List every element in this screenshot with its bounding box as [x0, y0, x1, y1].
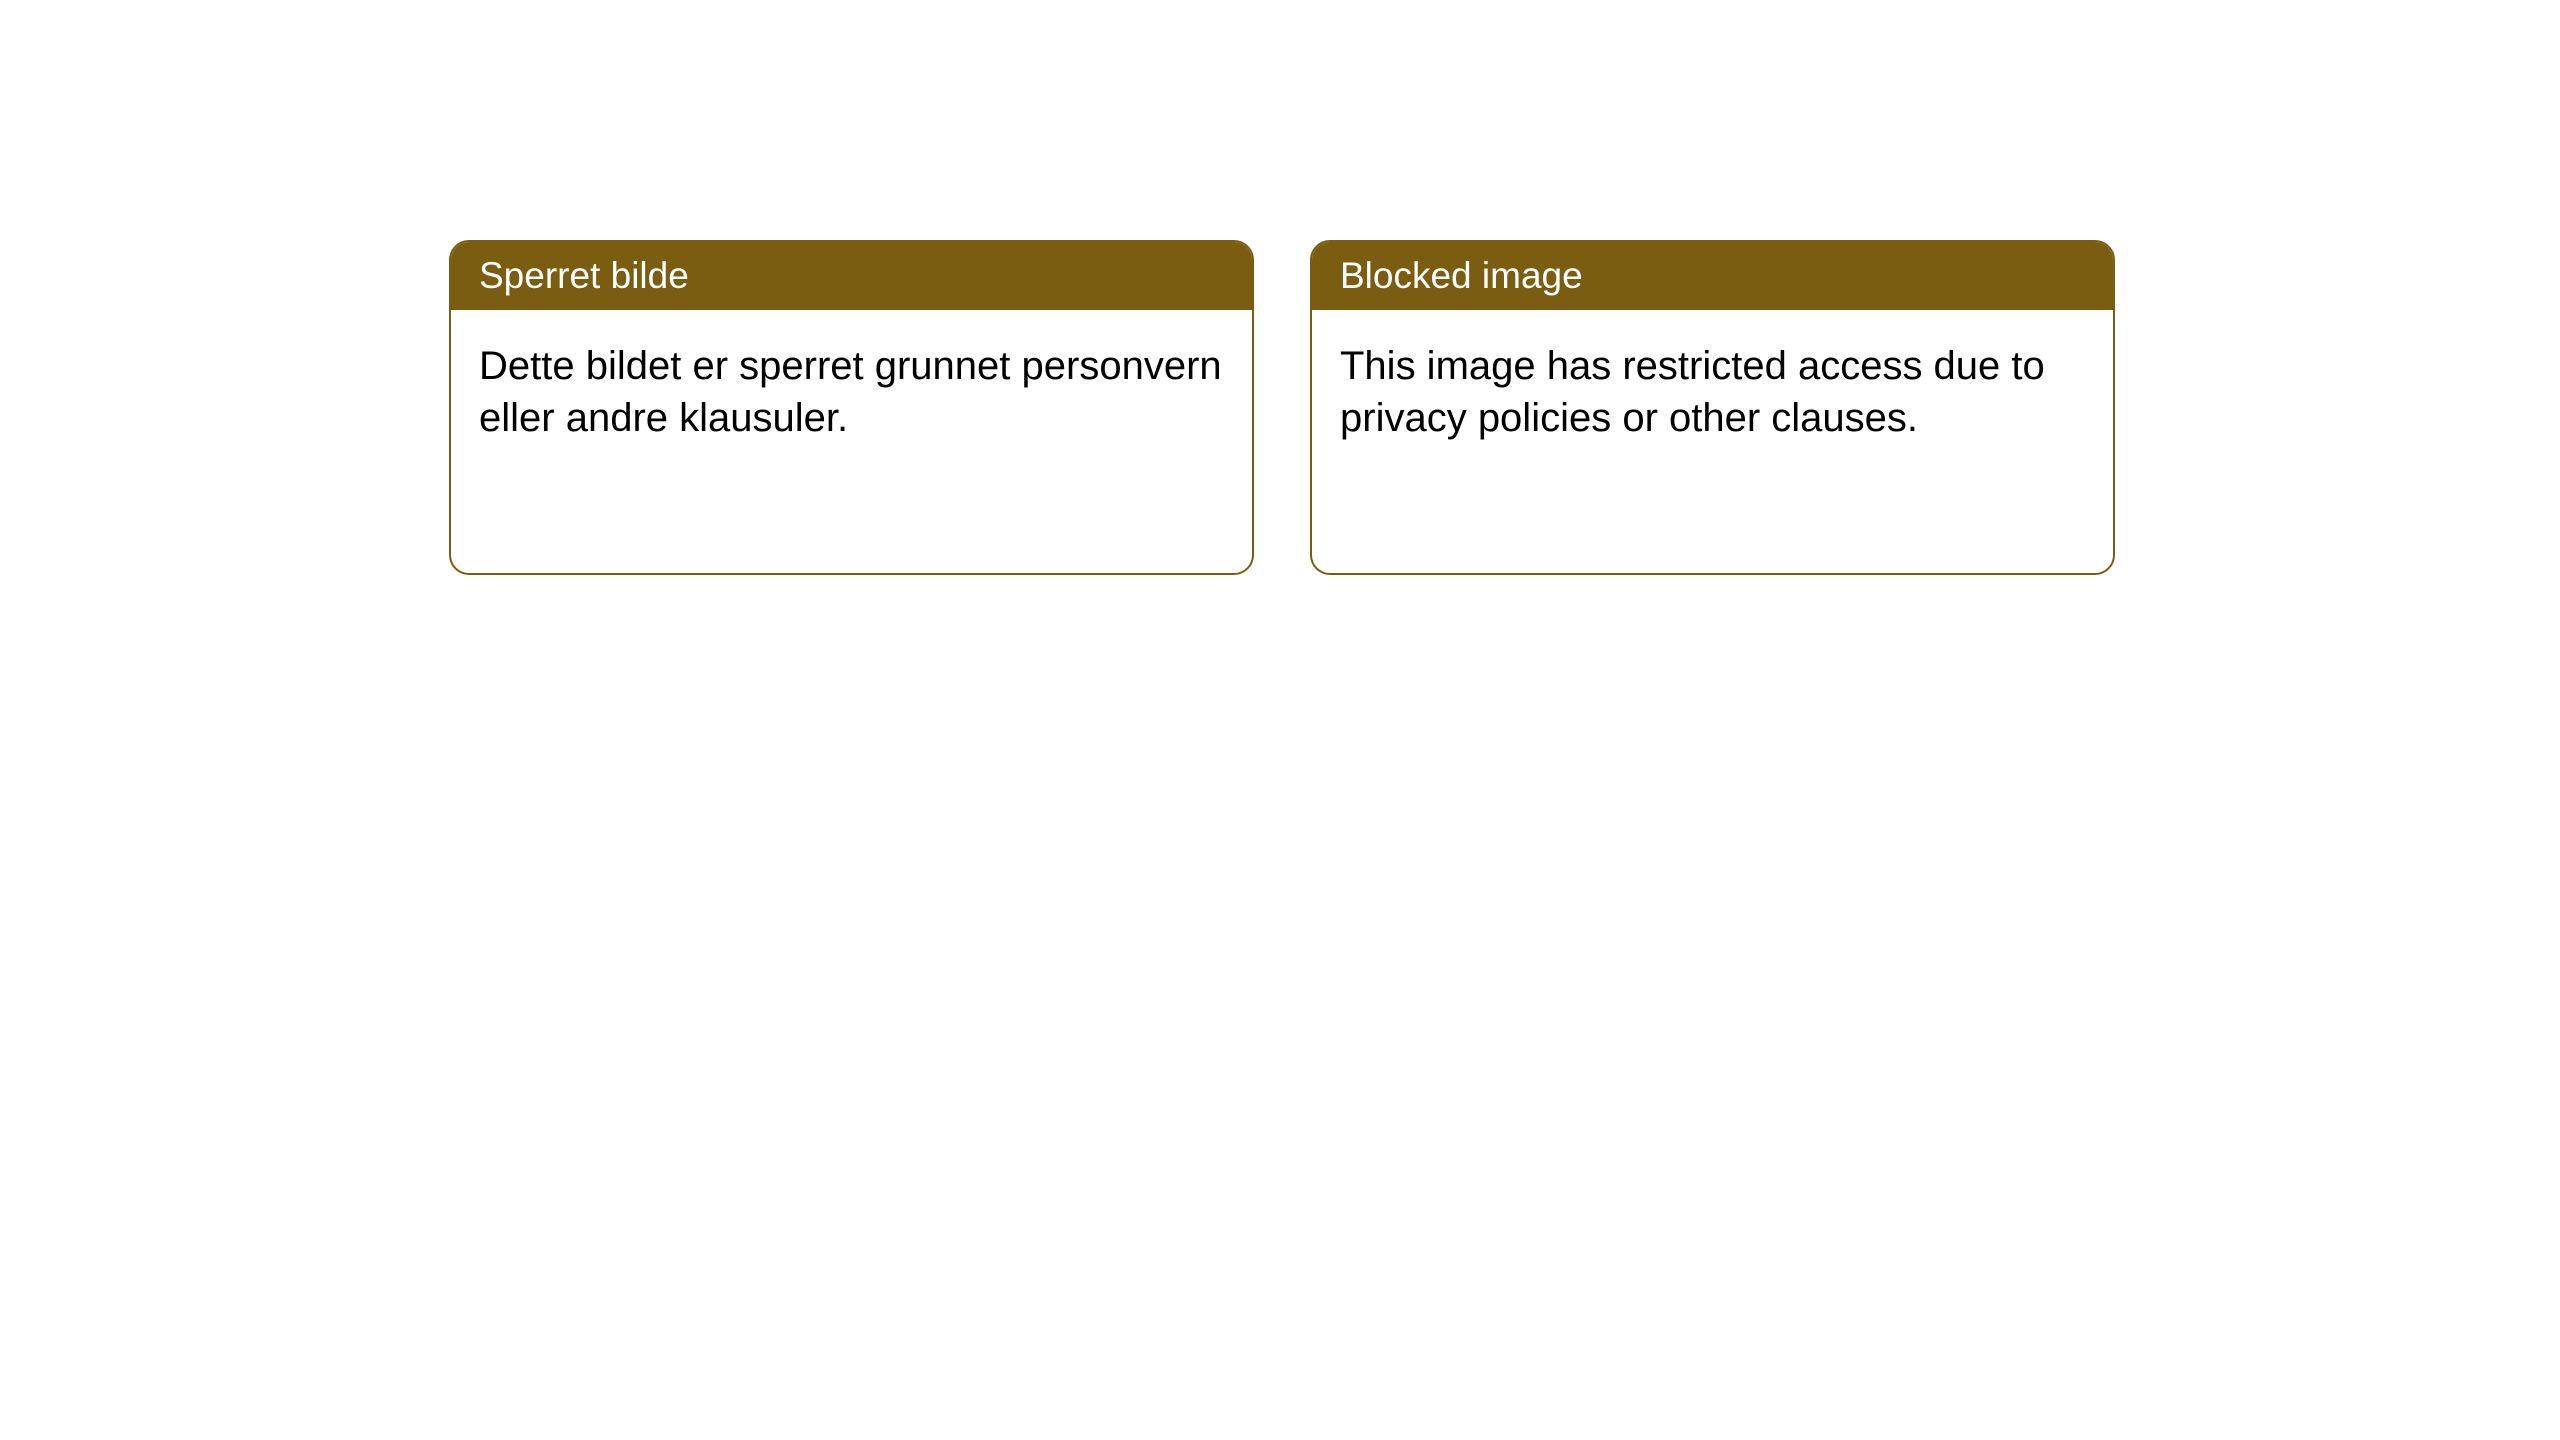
- card-body: Dette bildet er sperret grunnet personve…: [451, 310, 1252, 474]
- card-title: Sperret bilde: [479, 255, 689, 296]
- blocked-image-card-no: Sperret bilde Dette bildet er sperret gr…: [449, 240, 1254, 575]
- card-message: Dette bildet er sperret grunnet personve…: [479, 344, 1222, 440]
- blocked-image-card-en: Blocked image This image has restricted …: [1310, 240, 2115, 575]
- card-title: Blocked image: [1340, 255, 1583, 296]
- card-header: Blocked image: [1312, 242, 2113, 310]
- card-message: This image has restricted access due to …: [1340, 344, 2045, 440]
- card-body: This image has restricted access due to …: [1312, 310, 2113, 474]
- card-header: Sperret bilde: [451, 242, 1252, 310]
- notice-container: Sperret bilde Dette bildet er sperret gr…: [0, 0, 2560, 575]
